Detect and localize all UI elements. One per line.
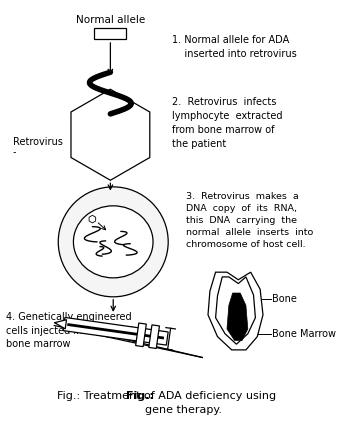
Text: Fig.:: Fig.: xyxy=(126,391,155,401)
Text: 3.  Retrovirus  makes  a
DNA  copy  of  its  RNA,
this  DNA  carrying  the
norma: 3. Retrovirus makes a DNA copy of its RN… xyxy=(186,192,314,249)
Polygon shape xyxy=(136,323,146,347)
Polygon shape xyxy=(208,272,263,350)
Polygon shape xyxy=(149,325,159,348)
Polygon shape xyxy=(89,215,96,223)
Ellipse shape xyxy=(73,206,153,278)
Text: 1. Normal allele for ADA
    inserted into retrovirus: 1. Normal allele for ADA inserted into r… xyxy=(172,35,297,59)
Text: 2.  Retrovirus  infects
lymphocyte  extracted
from bone marrow of
the patient: 2. Retrovirus infects lymphocyte extract… xyxy=(172,97,283,149)
Polygon shape xyxy=(216,277,255,344)
Polygon shape xyxy=(227,293,248,340)
Polygon shape xyxy=(55,320,66,329)
Text: Fig.: Treatment of ADA deficiency using
          gene therapy.: Fig.: Treatment of ADA deficiency using … xyxy=(57,391,276,415)
Polygon shape xyxy=(71,89,150,180)
Text: Normal allele: Normal allele xyxy=(76,15,145,25)
Text: -: - xyxy=(13,147,16,157)
Bar xyxy=(94,28,126,39)
Text: Bone Marrow: Bone Marrow xyxy=(272,329,337,339)
Circle shape xyxy=(58,187,168,297)
Text: Bone: Bone xyxy=(272,294,297,304)
Text: 4. Genetically engineered
cells injected into patient’s
bone marrow: 4. Genetically engineered cells injected… xyxy=(6,312,139,349)
Polygon shape xyxy=(63,317,168,345)
Text: Retrovirus: Retrovirus xyxy=(13,137,63,147)
